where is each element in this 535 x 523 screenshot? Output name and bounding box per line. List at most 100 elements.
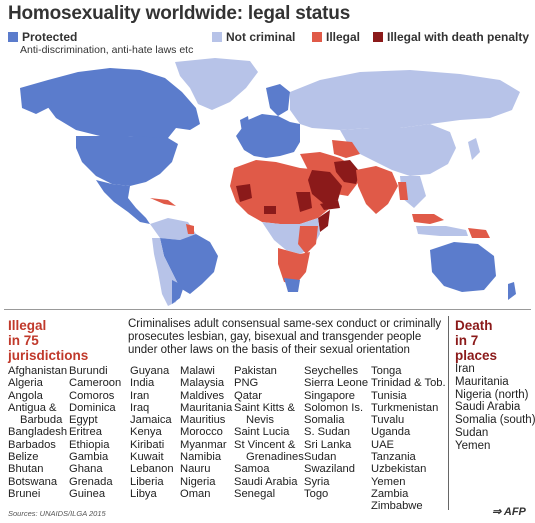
country-name: Libya bbox=[130, 487, 157, 500]
country-name: Pakistan bbox=[234, 365, 277, 377]
country-name: Algeria bbox=[8, 377, 43, 390]
legend-label-protected: Protected bbox=[22, 30, 78, 44]
country-column-5: Pakistan PNG Qatar Saint Kitts & Nevis Saint … bbox=[234, 365, 304, 500]
country-name: Iran bbox=[130, 389, 150, 402]
death-heading-line-3: places bbox=[455, 348, 498, 363]
country-name: Ghana bbox=[69, 463, 103, 476]
country-name: Nevis bbox=[246, 414, 274, 427]
country-name: Gambia bbox=[69, 451, 109, 464]
country-name: Maldives bbox=[180, 389, 225, 402]
country-name: Uzbekistan bbox=[371, 463, 427, 476]
world-map bbox=[20, 58, 520, 306]
country-name: Kuwait bbox=[130, 451, 164, 464]
country-name: Guinea bbox=[69, 487, 106, 500]
country-name: Malawi bbox=[180, 365, 215, 377]
country-name: Afghanistan bbox=[8, 365, 68, 377]
death-country-name: Somalia (south) bbox=[455, 414, 535, 427]
country-name: Malaysia bbox=[180, 377, 225, 390]
country-name: Qatar bbox=[234, 389, 262, 402]
country-name: Bhutan bbox=[8, 463, 44, 476]
country-name: Tunisia bbox=[371, 389, 407, 402]
death-country-list: Iran Mauritania Nigeria (north) Saudi Arabi… bbox=[455, 363, 535, 453]
legend-label-illegal-death: Illegal with death penalty bbox=[387, 30, 530, 44]
region-canada bbox=[44, 68, 200, 138]
legend-label-not-criminal: Not criminal bbox=[226, 30, 296, 44]
country-name: Ethiopia bbox=[69, 438, 110, 451]
country-name: Saint Lucia bbox=[234, 426, 290, 439]
illegal-heading-line-1: Illegal bbox=[8, 318, 47, 333]
country-column-7: Tonga Trinidad & Tob. Tunisia Turkmenistan T… bbox=[371, 365, 446, 513]
region-china bbox=[340, 124, 456, 176]
region-saudi-arabia bbox=[308, 170, 342, 204]
region-myanmar bbox=[398, 182, 408, 200]
country-column-6: Seychelles Sierra Leone Singapore Solomon I… bbox=[304, 365, 368, 500]
death-heading: Death in 7 places bbox=[455, 318, 497, 363]
country-name: Morocco bbox=[180, 426, 223, 439]
page-title: Homosexuality worldwide: legal status bbox=[8, 3, 351, 24]
region-usa bbox=[76, 136, 178, 186]
country-name: Yemen bbox=[371, 475, 406, 488]
country-name: Eritrea bbox=[69, 426, 102, 439]
legend-swatch-protected bbox=[8, 32, 18, 42]
country-name: Tuvalu bbox=[371, 414, 405, 427]
country-name: Angola bbox=[8, 389, 43, 402]
region-east-africa bbox=[298, 226, 318, 254]
region-indonesia bbox=[416, 226, 468, 236]
afp-logo-text: AFP bbox=[503, 506, 526, 518]
region-sudan bbox=[296, 192, 312, 212]
illegal-heading-line-2: in 75 bbox=[8, 333, 39, 348]
region-alaska bbox=[20, 80, 52, 114]
region-yemen bbox=[320, 200, 340, 210]
source-note: Sources: UNAIDS/ILGA 2015 bbox=[8, 509, 106, 518]
country-name: Nauru bbox=[180, 463, 211, 476]
country-name: Singapore bbox=[304, 389, 356, 402]
country-name: S. Sudan bbox=[304, 426, 351, 439]
country-name: Nigeria bbox=[180, 475, 216, 488]
legend-swatch-illegal-death bbox=[373, 32, 383, 42]
country-name: Iraq bbox=[130, 401, 150, 414]
death-country-name: Mauritania bbox=[455, 375, 509, 388]
region-malaysia bbox=[412, 214, 444, 224]
country-name: Cameroon bbox=[69, 377, 122, 390]
country-name: Mauritania bbox=[180, 401, 233, 414]
column-divider bbox=[448, 316, 449, 510]
country-name: Liberia bbox=[130, 475, 164, 488]
country-name: Antigua & bbox=[8, 401, 57, 414]
country-name: Botswana bbox=[8, 475, 58, 488]
legend-protected: Protected bbox=[8, 30, 77, 44]
country-name: Swaziland bbox=[304, 463, 355, 476]
legend-swatch-illegal bbox=[312, 32, 322, 42]
country-column-3: Guyana India Iran Iraq Jamaica Kenya Kiribati K… bbox=[130, 365, 174, 500]
country-name: Burundi bbox=[69, 365, 108, 377]
death-heading-line-1: Death bbox=[455, 318, 493, 333]
region-guyana bbox=[186, 224, 194, 234]
country-name: Dominica bbox=[69, 401, 116, 414]
country-name: PNG bbox=[234, 377, 259, 390]
region-australia bbox=[430, 242, 496, 292]
region-nigeria-north bbox=[264, 206, 276, 214]
region-japan bbox=[468, 138, 480, 160]
region-iran bbox=[334, 160, 360, 184]
death-country-name: Saudi Arabia bbox=[455, 401, 521, 414]
country-name: Barbuda bbox=[20, 414, 63, 427]
afp-logo: ⇒ AFP bbox=[492, 506, 526, 518]
death-heading-line-2: in 7 bbox=[455, 333, 479, 348]
country-name: Bangladesh bbox=[8, 426, 68, 439]
country-name: India bbox=[130, 377, 155, 390]
region-png bbox=[468, 228, 490, 238]
country-name: Grenada bbox=[69, 475, 113, 488]
country-name: Senegal bbox=[234, 487, 276, 500]
region-mexico bbox=[96, 180, 150, 224]
region-argentina bbox=[172, 280, 184, 304]
legend-not-criminal: Not criminal bbox=[212, 30, 295, 44]
country-name: Egypt bbox=[69, 414, 98, 427]
country-name: Kiribati bbox=[130, 438, 165, 451]
region-somalia bbox=[318, 210, 330, 232]
legend-illegal-death: Illegal with death penalty bbox=[373, 30, 529, 44]
country-name: Barbados bbox=[8, 438, 56, 451]
death-country-name: Iran bbox=[455, 363, 475, 375]
country-name: Belize bbox=[8, 451, 39, 464]
illegal-heading-line-3: jurisdictions bbox=[8, 348, 89, 363]
country-name: Tonga bbox=[371, 365, 402, 377]
country-name: Lebanon bbox=[130, 463, 174, 476]
